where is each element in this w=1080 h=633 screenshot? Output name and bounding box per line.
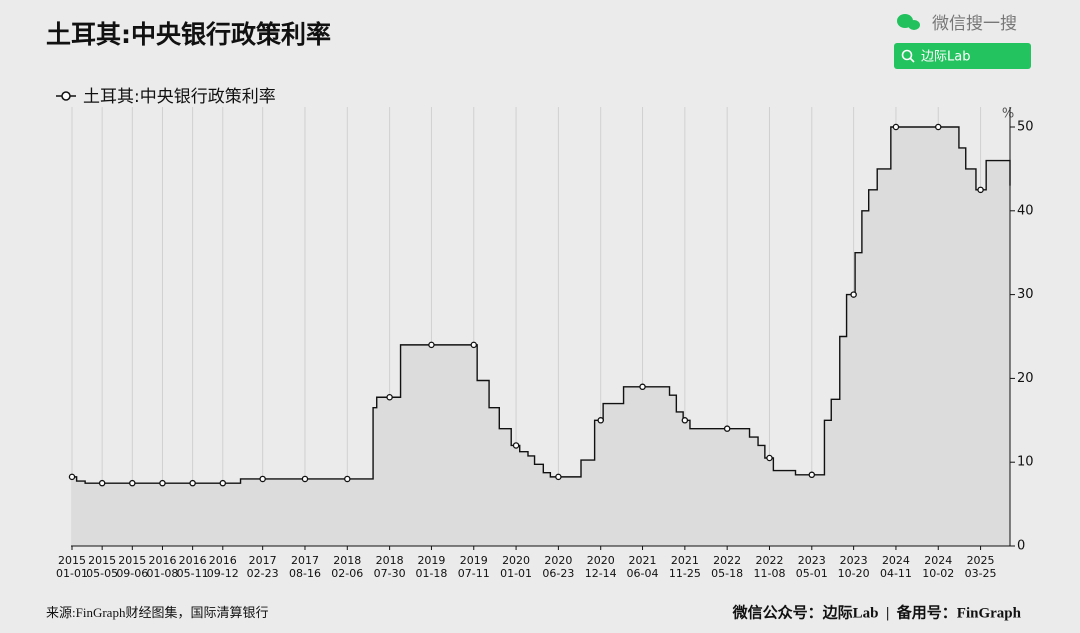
chart-title: 土耳其:中央银行政策利率 — [46, 20, 331, 49]
x-tick-label: 2017 02-23 — [247, 554, 279, 580]
x-tick-label: 2016 01-08 — [146, 554, 178, 580]
y-unit: % — [1002, 107, 1014, 122]
watermark: 微信搜一搜 — [897, 14, 1017, 34]
x-tick-label: 2016 05-11 — [177, 554, 209, 580]
footer-credit: 微信公众号：边际Lab | 备用号：FinGraph — [732, 603, 1022, 621]
y-tick-label: 50 — [1017, 120, 1034, 135]
marker — [512, 442, 520, 449]
marker — [159, 479, 166, 487]
x-tick-label: 2019 07-11 — [458, 554, 490, 580]
y-tick-label: 30 — [1017, 287, 1034, 302]
x-tick-label: 2021 06-04 — [627, 554, 659, 580]
y-tick-label: 40 — [1017, 203, 1034, 218]
legend: 土耳其:中央银行政策利率 — [56, 87, 276, 107]
x-tick-label: 2015 09-06 — [116, 554, 148, 580]
marker — [723, 425, 731, 432]
marker — [555, 473, 562, 481]
x-tick-label: 2022 11-08 — [753, 554, 785, 580]
x-tick-label: 2018 07-30 — [374, 554, 406, 580]
y-tick-label: 0 — [1017, 539, 1025, 554]
marker — [129, 479, 136, 487]
y-tick-label: 10 — [1017, 455, 1034, 470]
x-tick-label: 2020 12-14 — [585, 554, 617, 580]
wechat-icon — [908, 20, 920, 30]
marker — [977, 186, 984, 194]
marker — [98, 479, 106, 487]
x-tick-label: 2016 09-12 — [207, 554, 239, 580]
x-tick-label: 2023 10-20 — [838, 554, 870, 580]
x-tick-label: 2015 01-01 — [56, 554, 88, 580]
x-tick-label: 2024 10-02 — [922, 554, 954, 580]
x-tick-label: 2022 05-18 — [711, 554, 743, 580]
search-button[interactable]: 边际Lab — [894, 43, 1031, 69]
marker — [639, 383, 646, 391]
x-tick-label: 2025 03-25 — [965, 554, 997, 580]
legend-marker — [61, 91, 71, 101]
x-tick-label: 2023 05-01 — [796, 554, 828, 580]
marker — [344, 475, 351, 483]
source-note: 来源:FinGraph财经图集，国际清算银行 — [46, 605, 268, 620]
marker — [301, 475, 309, 483]
legend-label: 土耳其:中央银行政策利率 — [83, 87, 276, 107]
marker — [470, 341, 478, 349]
x-tick-label: 2015 05-05 — [86, 554, 118, 580]
y-tick-label: 20 — [1017, 371, 1034, 386]
marker — [808, 471, 816, 479]
marker — [68, 473, 76, 481]
marker — [935, 123, 942, 131]
area — [72, 127, 1010, 546]
x-tick-label: 2017 08-16 — [289, 554, 321, 580]
x-tick-label: 2021 11-25 — [669, 554, 701, 580]
x-tick-label: 2019 01-18 — [415, 554, 447, 580]
marker — [766, 454, 773, 462]
marker — [681, 417, 689, 424]
marker — [386, 394, 393, 401]
search-icon — [909, 57, 915, 63]
marker — [259, 475, 266, 483]
marker — [850, 291, 857, 298]
x-tick-label: 2020 06-23 — [542, 554, 574, 580]
marker — [189, 479, 196, 487]
marker — [219, 479, 227, 487]
line — [72, 126, 1011, 484]
marker — [428, 341, 435, 349]
x-tick-label: 2024 04-11 — [880, 554, 912, 580]
x-tick-label: 2020 01-01 — [500, 554, 532, 580]
search-box[interactable] — [894, 43, 1031, 69]
x-tick-label: 2018 02-06 — [331, 554, 363, 580]
watermark-text: 微信搜一搜 — [932, 14, 1017, 34]
search-icon — [901, 49, 913, 61]
search-text[interactable]: 边际Lab — [921, 50, 970, 65]
marker — [892, 123, 900, 131]
marker — [597, 417, 604, 424]
